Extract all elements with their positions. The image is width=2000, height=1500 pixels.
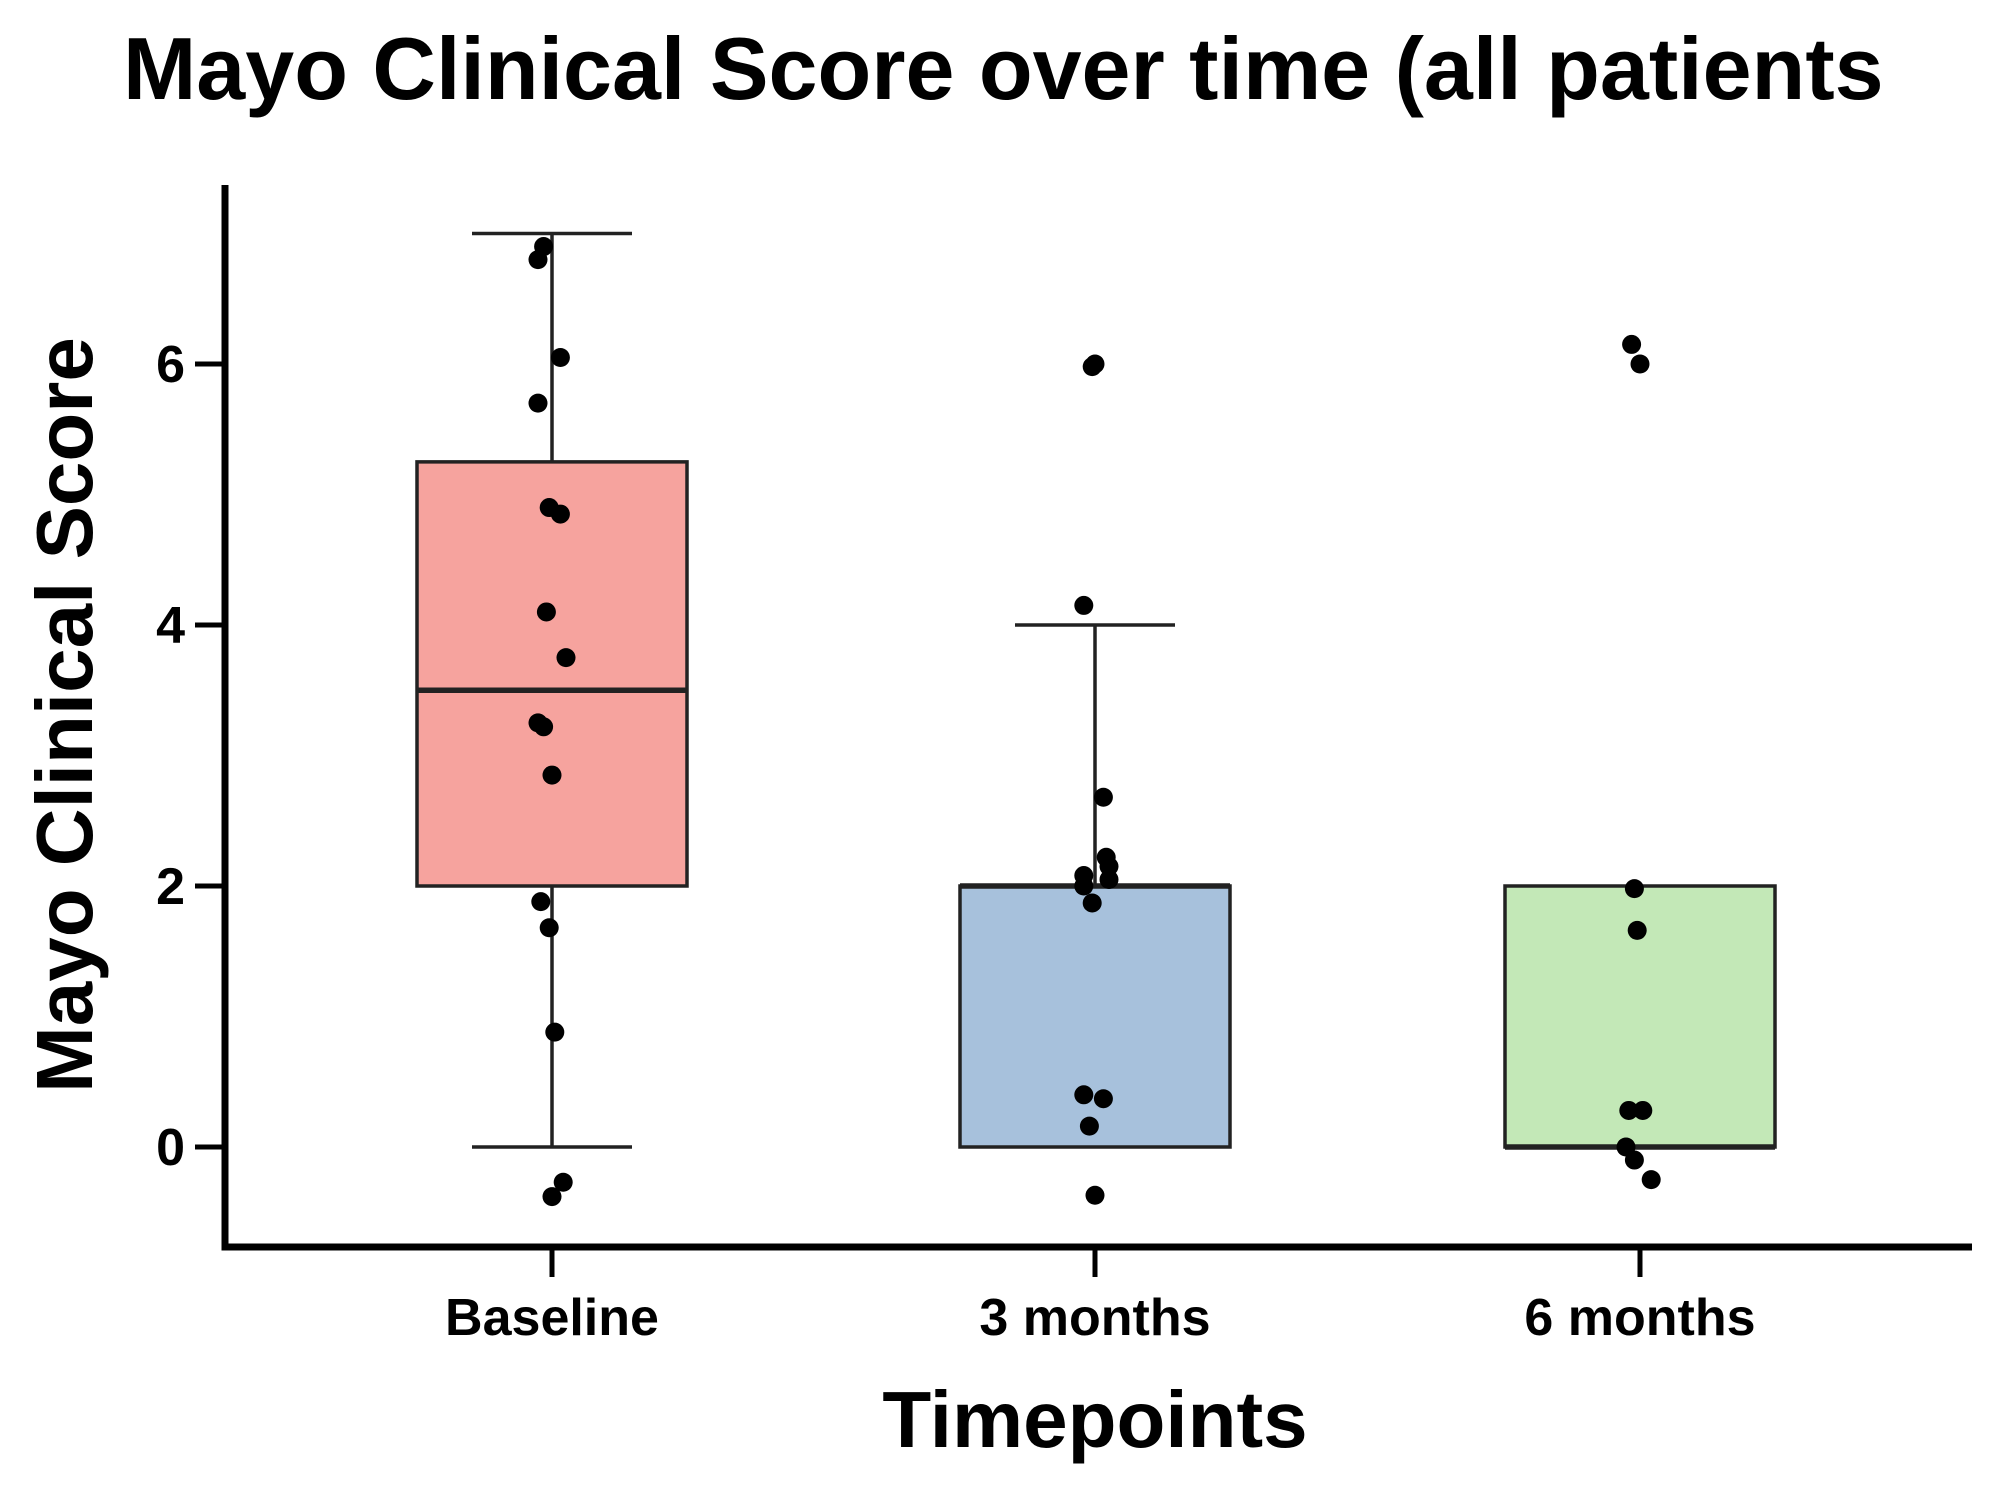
box-3-months xyxy=(958,884,1232,1149)
points-layer xyxy=(528,237,1661,1207)
data-point-baseline xyxy=(539,918,559,938)
data-point-6-months xyxy=(1622,334,1642,354)
data-point-6-months xyxy=(1624,879,1644,899)
data-point-baseline xyxy=(534,717,554,737)
y-tick-label: 2 xyxy=(156,858,185,916)
data-point-baseline xyxy=(556,648,576,668)
data-point-3-months xyxy=(1093,1089,1113,1109)
x-tick-label: Baseline xyxy=(445,1289,659,1347)
x-tick-label: 3 months xyxy=(979,1289,1210,1347)
data-point-baseline xyxy=(536,602,556,622)
data-point-3-months xyxy=(1079,1116,1099,1136)
box-baseline xyxy=(415,460,689,888)
x-tick-label: 6 months xyxy=(1524,1289,1755,1347)
data-point-baseline xyxy=(531,892,551,912)
data-point-baseline xyxy=(528,250,548,270)
y-tick-label: 4 xyxy=(156,597,185,655)
data-point-6-months xyxy=(1619,1100,1639,1120)
data-point-6-months xyxy=(1641,1170,1661,1190)
y-tick-label: 0 xyxy=(156,1119,185,1177)
data-point-3-months xyxy=(1085,1185,1105,1205)
data-point-baseline xyxy=(542,1187,562,1207)
axes-layer: 0 2 4 6 Baseline 3 months 6 months xyxy=(156,185,1972,1347)
chart-title: Mayo Clinical Score over time (all patie… xyxy=(123,19,1884,118)
data-point-baseline xyxy=(542,765,562,785)
y-tick-label: 6 xyxy=(156,336,185,394)
data-point-3-months xyxy=(1099,869,1119,889)
data-point-3-months xyxy=(1099,856,1119,876)
data-point-3-months xyxy=(1074,1085,1094,1105)
data-point-6-months xyxy=(1624,1150,1644,1170)
data-point-3-months xyxy=(1082,893,1102,913)
data-point-6-months xyxy=(1633,1100,1653,1120)
x-axis-title: Timepoints xyxy=(882,1375,1307,1464)
y-axis-title: Mayo Clinical Score xyxy=(20,337,109,1093)
data-point-baseline xyxy=(545,1022,565,1042)
data-point-3-months xyxy=(1085,354,1105,374)
data-point-baseline xyxy=(553,1172,573,1192)
data-point-6-months xyxy=(1627,920,1647,940)
data-point-baseline xyxy=(550,504,570,524)
data-point-3-months xyxy=(1074,876,1094,896)
data-point-6-months xyxy=(1630,354,1650,374)
data-point-3-months xyxy=(1074,595,1094,615)
data-point-3-months xyxy=(1093,787,1113,807)
data-point-baseline xyxy=(550,347,570,367)
data-point-baseline xyxy=(528,393,548,413)
